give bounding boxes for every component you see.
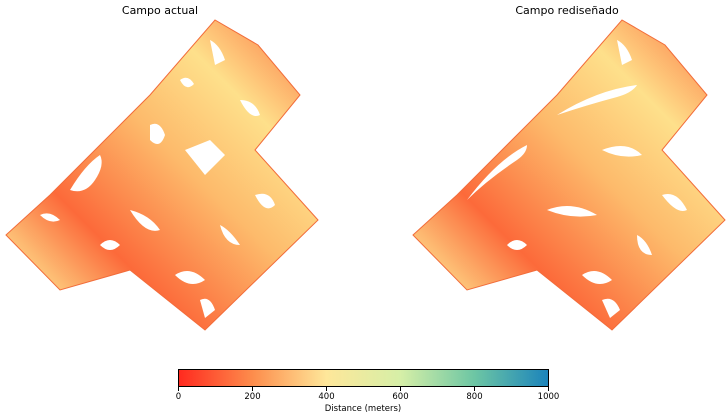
colorbar-tick-label: 400 <box>318 392 335 402</box>
colorbar-tick-mark <box>252 387 253 391</box>
obstacle-gaps <box>40 40 275 318</box>
colorbar-tick-label: 0 <box>175 392 182 402</box>
obstacle-gaps <box>467 40 687 318</box>
colorbar-label: Distance (meters) <box>324 404 402 414</box>
colorbar-tick-label: 1000 <box>537 392 560 402</box>
colorbar-tick-label: 200 <box>244 392 261 402</box>
distance-map-redesigned-field <box>412 19 726 331</box>
field-outline <box>412 19 726 331</box>
colorbar-tick-mark <box>326 387 327 391</box>
distance-map-current-field <box>5 19 319 331</box>
panel-title-redesigned-field: Campo rediseñado <box>515 4 619 17</box>
colorbar-tick-mark <box>400 387 401 391</box>
field-outline <box>5 19 319 331</box>
colorbar-tick-mark <box>178 387 179 391</box>
colorbar-tick-mark <box>474 387 475 391</box>
colorbar <box>178 369 549 387</box>
colorbar-tick-label: 800 <box>466 392 483 402</box>
colorbar-tick-mark <box>548 387 549 391</box>
colorbar-tick-label: 600 <box>392 392 409 402</box>
panel-title-current-field: Campo actual <box>121 4 199 17</box>
